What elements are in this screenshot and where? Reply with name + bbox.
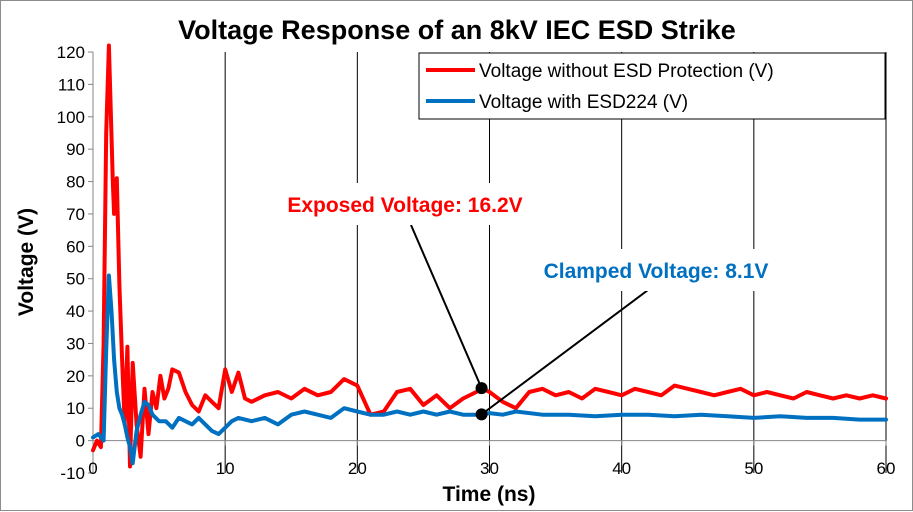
y-tick-label: 90 (66, 140, 85, 159)
series-group (91, 43, 888, 469)
y-tick-label: 20 (66, 367, 85, 386)
y-tick-label: 50 (66, 270, 85, 289)
annotation-box (498, 249, 814, 291)
annotation-marker (475, 382, 488, 395)
x-tick-label: 0 (88, 459, 97, 478)
annotation-label: Exposed Voltage: 16.2V (287, 194, 522, 217)
x-tick-label: 10 (216, 459, 235, 478)
y-tick-label: 80 (66, 173, 85, 192)
y-tick-label: 30 (66, 334, 85, 353)
x-tick-label: 50 (744, 459, 763, 478)
y-tick-label: 100 (57, 108, 85, 127)
annotation-label: Clamped Voltage: 8.1V (544, 260, 769, 283)
annotation-leader-line (410, 224, 483, 389)
x-tick-label: 40 (612, 459, 631, 478)
y-tick-label: 60 (66, 237, 85, 256)
x-tick-label: 60 (877, 459, 896, 478)
y-tick-label: 110 (58, 75, 85, 94)
y-tick-label: -10 (60, 464, 85, 483)
x-tick-label: 20 (348, 459, 367, 478)
chart-title: Voltage Response of an 8kV IEC ESD Strik… (178, 15, 736, 45)
legend-label: Voltage without ESD Protection (V) (479, 61, 774, 82)
y-tick-label: 120 (57, 43, 85, 62)
y-tick-label: 0 (76, 432, 85, 451)
y-tick-label: 70 (66, 205, 85, 224)
annotations-group: Exposed Voltage: 16.2V Clamped Voltage: 8… (253, 183, 814, 421)
y-axis-label: Voltage (V) (15, 208, 38, 316)
annotation-leader-line (480, 283, 657, 416)
legend: Voltage without ESD Protection (V) Voltag… (418, 52, 886, 120)
legend-box (418, 52, 886, 120)
x-axis-label: Time (ns) (443, 483, 536, 506)
annotation-marker (475, 408, 488, 421)
legend-label: Voltage with ESD224 (V) (479, 92, 688, 113)
y-tick-label: 10 (66, 399, 85, 418)
y-tick-label: 40 (66, 302, 85, 321)
annotation-box (253, 183, 557, 225)
series-line-unprotected (91, 43, 888, 469)
x-tick-label: 30 (480, 459, 499, 478)
series-line-esd224 (91, 273, 888, 466)
